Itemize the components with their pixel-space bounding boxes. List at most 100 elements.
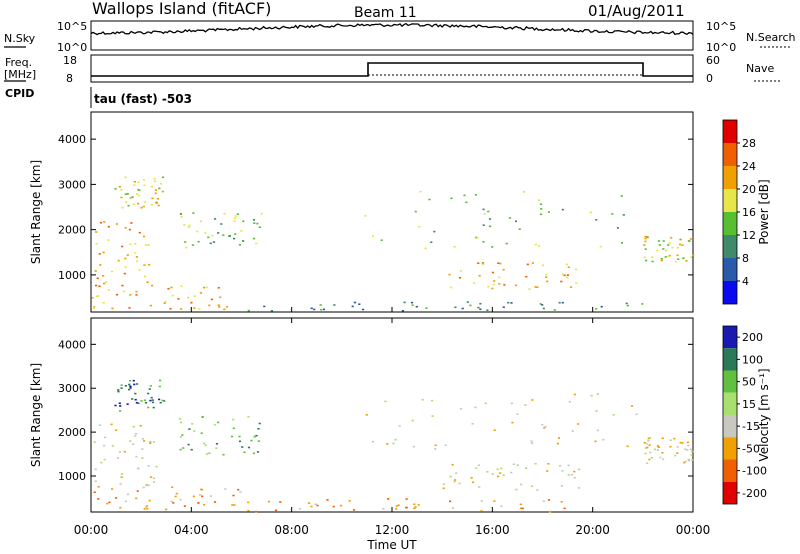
freq-trace (91, 62, 693, 77)
colorbar-swatch (723, 481, 737, 504)
noise-right-top-tick: 10^5 (706, 20, 736, 33)
noise-panel-frame (90, 20, 694, 51)
colorbar-swatch (723, 281, 737, 304)
colorbar-swatch (723, 370, 737, 393)
freq-label-2: [MHz] (4, 68, 36, 81)
colorbar-tick-label: -200 (742, 487, 767, 500)
velocity-region-1 (114, 379, 166, 412)
colorbar-swatch (723, 326, 737, 349)
velocity-panel-frame (90, 317, 694, 513)
y-tick-label: 4000 (58, 133, 86, 146)
colorbar-swatch (723, 166, 737, 189)
colorbar-tick-label: 20 (742, 183, 756, 196)
noise-left-top-tick: 10^5 (57, 20, 87, 33)
velocity-colorbar-label: Velocity [m s⁻¹] (757, 368, 771, 461)
colorbar-tick-label: 24 (742, 160, 756, 173)
noise-left-label: N.Sky (4, 32, 36, 45)
power-colorbar-label: Power [dB] (757, 179, 771, 244)
freq-label-1: Freq. (5, 56, 32, 69)
power-scatter (91, 176, 695, 312)
noise-right-label: N.Search (746, 31, 796, 44)
colorbar-tick-label: 28 (742, 137, 756, 150)
colorbar-tick-label: 15 (742, 398, 756, 411)
y-tick-label: 1000 (58, 269, 86, 282)
power-y-axis-label: Slant Range [km] (29, 160, 43, 264)
colorbar-tick-label: 200 (742, 331, 763, 344)
colorbar-swatch (723, 348, 737, 371)
x-tick-label: 08:00 (274, 523, 309, 537)
power-region-7 (643, 235, 695, 263)
y-tick-label: 3000 (58, 382, 86, 395)
velocity-region-7 (643, 437, 694, 465)
power-region-4 (247, 301, 644, 312)
velocity-region-0 (93, 423, 158, 489)
velocity-y-axis-label: Slant Range [km] (29, 363, 43, 467)
x-tick-label: 04:00 (174, 523, 209, 537)
velocity-scatter (93, 379, 694, 513)
velocity-y-axis: 1000 2000 3000 4000 (58, 338, 693, 483)
colorbar-tick-label: -50 (742, 442, 760, 455)
colorbar-swatch (723, 189, 737, 212)
cpid-program-label: tau (fast) -503 (94, 92, 192, 106)
velocity-region-2 (178, 415, 261, 456)
velocity-region-6 (442, 462, 581, 491)
colorbar-tick-label: 4 (742, 275, 749, 288)
colorbar-swatch (723, 415, 737, 438)
x-tick-label: 00:00 (74, 523, 109, 537)
colorbar-swatch (723, 235, 737, 258)
noise-left-bottom-tick: 10^0 (57, 41, 87, 54)
power-region-3 (91, 284, 229, 311)
colorbar-tick-label: 50 (742, 376, 756, 389)
colorbar-tick-label: 12 (742, 229, 756, 242)
colorbar-swatch (723, 437, 737, 460)
velocity-region-3 (93, 486, 242, 511)
x-tick-label: 12:00 (375, 523, 410, 537)
power-y-axis: 1000 2000 3000 4000 (58, 133, 693, 282)
time-x-axis: 00:00 04:00 08:00 12:00 16:00 20:00 00:00 (74, 307, 711, 537)
nave-bottom-tick: 0 (706, 72, 713, 85)
power-region-1 (114, 176, 165, 209)
freq-top-tick: 18 (63, 54, 77, 67)
x-axis-label: Time UT (366, 538, 417, 552)
colorbar-swatch (723, 392, 737, 415)
colorbar-swatch (723, 459, 737, 482)
colorbar-swatch (723, 143, 737, 166)
colorbar-frame (722, 325, 738, 505)
velocity-colorbar: 200 100 50 15 -15 -50 -100 -200 (722, 325, 767, 505)
noise-right-bottom-tick: 10^0 (706, 41, 736, 54)
power-panel-frame (90, 111, 694, 313)
freq-panel-frame (90, 54, 694, 83)
y-tick-label: 2000 (58, 224, 86, 237)
power-region-2 (179, 212, 263, 249)
station-title: Wallops Island (fitACF) (92, 0, 271, 18)
colorbar-tick-label: -100 (742, 465, 767, 478)
colorbar-swatch (723, 258, 737, 281)
cpid-label: CPID (5, 87, 34, 100)
colorbar-tick-label: 8 (742, 252, 749, 265)
velocity-region-5 (365, 393, 638, 450)
noise-sky-trace (90, 22, 694, 36)
colorbar-swatch (723, 120, 737, 143)
y-tick-label: 2000 (58, 426, 86, 439)
x-tick-label: 00:00 (676, 523, 711, 537)
date-label: 01/Aug/2011 (588, 2, 685, 20)
colorbar-tick-label: 100 (742, 353, 763, 366)
velocity-region-4 (247, 498, 566, 513)
noise-sky-line (90, 22, 694, 36)
colorbar-tick-label: -15 (742, 420, 760, 433)
colorbar-swatch (723, 212, 737, 235)
nave-label: Nave (746, 62, 774, 75)
power-region-6 (448, 262, 578, 290)
power-region-0 (94, 221, 154, 287)
freq-bottom-tick: 8 (66, 72, 73, 85)
y-tick-label: 1000 (58, 470, 86, 483)
colorbar-tick-label: 16 (742, 206, 756, 219)
beam-label: Beam 11 (354, 5, 417, 21)
y-tick-label: 3000 (58, 178, 86, 191)
power-region-5 (364, 190, 625, 250)
nave-top-tick: 60 (706, 54, 720, 67)
y-tick-label: 4000 (58, 338, 86, 351)
x-tick-label: 20:00 (575, 523, 610, 537)
power-colorbar: 4 8 12 16 20 24 28 (722, 119, 756, 305)
x-tick-label: 16:00 (475, 523, 510, 537)
